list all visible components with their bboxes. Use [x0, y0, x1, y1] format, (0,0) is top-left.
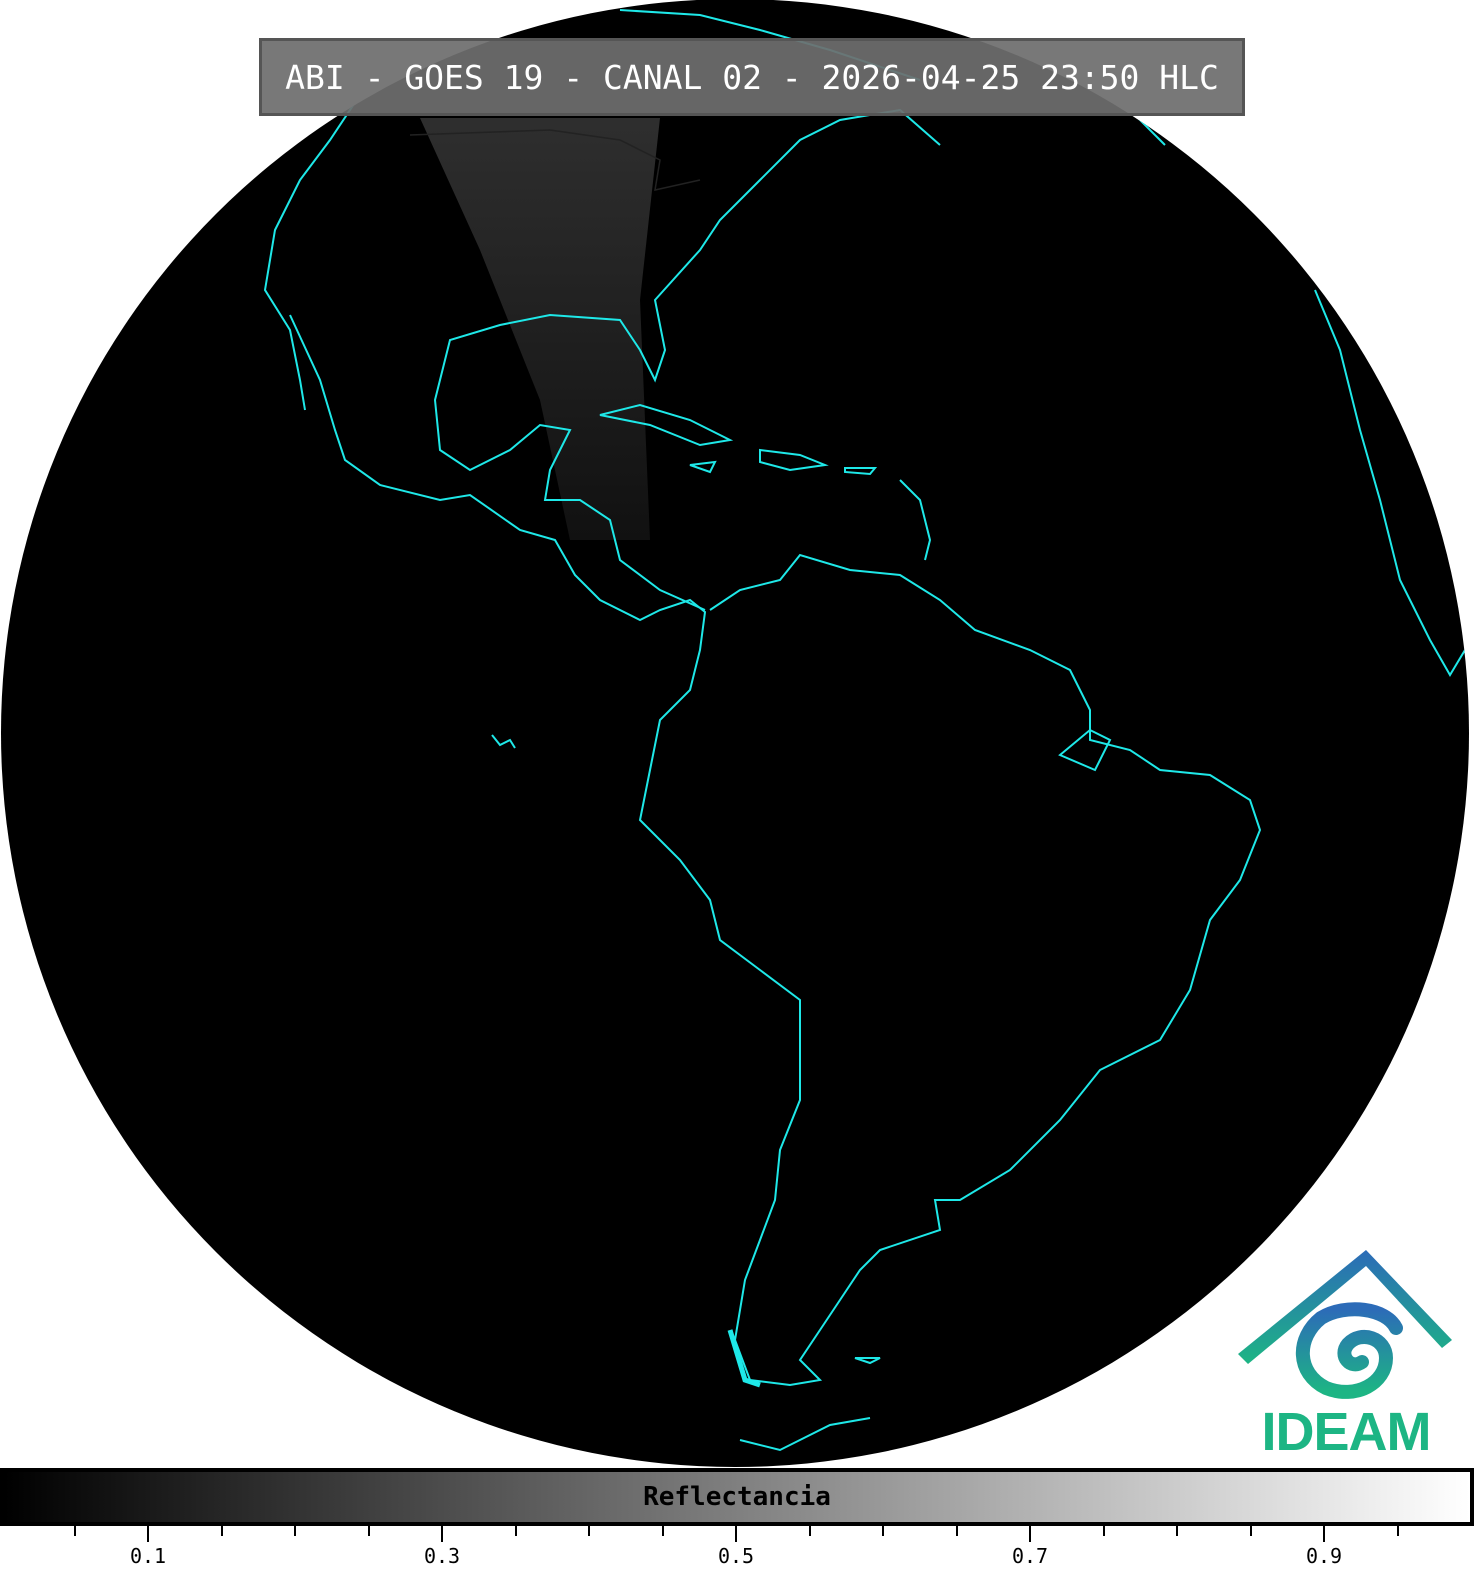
minor-tick — [514, 1526, 517, 1536]
tick-label: 0.1 — [129, 1544, 167, 1568]
map-title: ABI - GOES 19 - CANAL 02 - 2026-04-25 23… — [259, 38, 1245, 116]
tick-label: 0.5 — [717, 1544, 755, 1568]
minor-tick — [367, 1526, 370, 1536]
earth-disk — [1, 0, 1469, 1467]
minor-tick — [808, 1526, 811, 1536]
ideam-logo-text: IDEAM — [1261, 1402, 1432, 1462]
tick-label: 0.7 — [1011, 1544, 1049, 1568]
minor-tick — [1102, 1526, 1105, 1536]
minor-tick — [73, 1526, 76, 1536]
major-tick — [1029, 1526, 1031, 1542]
tick-label: 0.9 — [1305, 1544, 1343, 1568]
minor-tick — [588, 1526, 590, 1536]
major-tick — [1323, 1526, 1325, 1542]
ideam-logo-mark — [1238, 1250, 1452, 1399]
tick-label: 0.3 — [423, 1544, 461, 1568]
coastlines — [263, 9, 1466, 1452]
minor-tick — [1396, 1526, 1399, 1536]
major-tick — [441, 1526, 443, 1542]
ideam-logo: IDEAM — [1236, 1248, 1456, 1463]
minor-tick — [661, 1526, 664, 1536]
major-tick — [735, 1526, 737, 1542]
minor-tick — [955, 1526, 958, 1536]
reflectance-colorbar: Reflectancia — [0, 1468, 1474, 1526]
minor-tick — [220, 1526, 223, 1536]
sun-glint-region — [420, 118, 660, 540]
major-tick — [147, 1526, 149, 1542]
minor-tick — [1176, 1526, 1178, 1536]
colorbar-label: Reflectancia — [643, 1482, 831, 1512]
minor-tick — [882, 1526, 884, 1536]
minor-tick — [1249, 1526, 1252, 1536]
border-lines — [409, 129, 701, 191]
minor-tick — [294, 1526, 296, 1536]
